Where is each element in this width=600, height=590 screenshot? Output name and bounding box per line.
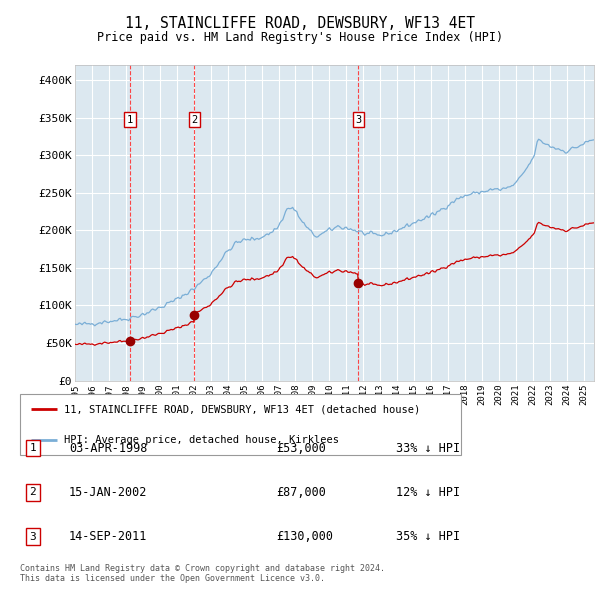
Text: £130,000: £130,000 bbox=[276, 530, 333, 543]
Text: 14-SEP-2011: 14-SEP-2011 bbox=[69, 530, 148, 543]
Text: 2: 2 bbox=[191, 115, 197, 124]
Text: HPI: Average price, detached house, Kirklees: HPI: Average price, detached house, Kirk… bbox=[64, 435, 339, 445]
FancyBboxPatch shape bbox=[20, 394, 461, 455]
Text: 33% ↓ HPI: 33% ↓ HPI bbox=[396, 441, 460, 455]
Text: 2: 2 bbox=[29, 487, 37, 497]
Text: £53,000: £53,000 bbox=[276, 441, 326, 455]
Text: Price paid vs. HM Land Registry's House Price Index (HPI): Price paid vs. HM Land Registry's House … bbox=[97, 31, 503, 44]
Text: 11, STAINCLIFFE ROAD, DEWSBURY, WF13 4ET: 11, STAINCLIFFE ROAD, DEWSBURY, WF13 4ET bbox=[125, 16, 475, 31]
Text: 03-APR-1998: 03-APR-1998 bbox=[69, 441, 148, 455]
Text: Contains HM Land Registry data © Crown copyright and database right 2024.
This d: Contains HM Land Registry data © Crown c… bbox=[20, 563, 385, 583]
Text: 3: 3 bbox=[355, 115, 362, 124]
Text: 11, STAINCLIFFE ROAD, DEWSBURY, WF13 4ET (detached house): 11, STAINCLIFFE ROAD, DEWSBURY, WF13 4ET… bbox=[64, 404, 420, 414]
Text: 15-JAN-2002: 15-JAN-2002 bbox=[69, 486, 148, 499]
Text: 3: 3 bbox=[29, 532, 37, 542]
Text: 35% ↓ HPI: 35% ↓ HPI bbox=[396, 530, 460, 543]
Text: 12% ↓ HPI: 12% ↓ HPI bbox=[396, 486, 460, 499]
Text: 1: 1 bbox=[29, 443, 37, 453]
Text: £87,000: £87,000 bbox=[276, 486, 326, 499]
Text: 1: 1 bbox=[127, 115, 133, 124]
